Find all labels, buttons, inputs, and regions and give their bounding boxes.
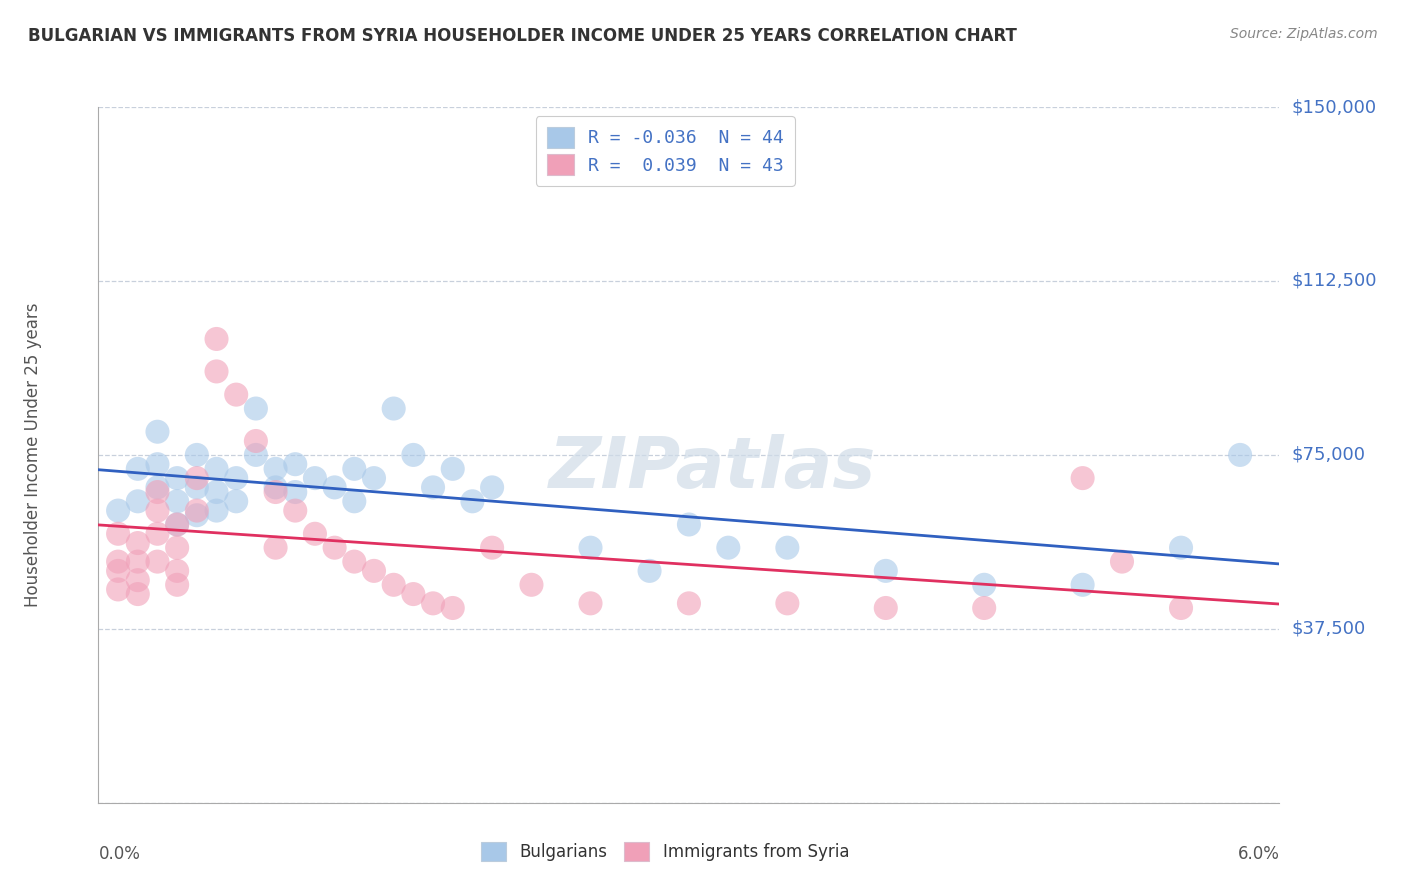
Text: ZIPatlas: ZIPatlas — [548, 434, 876, 503]
Point — [776, 596, 799, 610]
Point — [284, 485, 307, 500]
Point — [776, 541, 799, 555]
Point — [402, 587, 425, 601]
Point — [264, 485, 287, 500]
Point — [166, 517, 188, 532]
Point — [107, 555, 129, 569]
Point — [146, 526, 169, 541]
Point — [678, 517, 700, 532]
Point — [166, 541, 188, 555]
Point — [166, 494, 188, 508]
Point — [186, 448, 208, 462]
Point — [127, 555, 149, 569]
Point — [205, 503, 228, 517]
Point — [225, 494, 247, 508]
Point — [166, 517, 188, 532]
Point — [441, 462, 464, 476]
Point — [107, 564, 129, 578]
Point — [520, 578, 543, 592]
Point — [146, 503, 169, 517]
Point — [186, 471, 208, 485]
Text: $37,500: $37,500 — [1291, 620, 1365, 638]
Point — [1170, 541, 1192, 555]
Text: Householder Income Under 25 years: Householder Income Under 25 years — [24, 302, 42, 607]
Point — [264, 462, 287, 476]
Point — [166, 578, 188, 592]
Point — [205, 462, 228, 476]
Point — [146, 480, 169, 494]
Point — [284, 503, 307, 517]
Point — [579, 596, 602, 610]
Point — [166, 471, 188, 485]
Point — [146, 485, 169, 500]
Text: 6.0%: 6.0% — [1237, 845, 1279, 863]
Point — [363, 564, 385, 578]
Point — [382, 578, 405, 592]
Point — [205, 364, 228, 378]
Point — [1071, 471, 1094, 485]
Point — [284, 457, 307, 471]
Legend: Bulgarians, Immigrants from Syria: Bulgarians, Immigrants from Syria — [471, 831, 859, 871]
Point — [304, 526, 326, 541]
Point — [166, 564, 188, 578]
Point — [107, 582, 129, 597]
Point — [402, 448, 425, 462]
Point — [127, 573, 149, 587]
Point — [441, 601, 464, 615]
Point — [127, 587, 149, 601]
Point — [186, 480, 208, 494]
Point — [1111, 555, 1133, 569]
Point — [343, 494, 366, 508]
Point — [264, 480, 287, 494]
Point — [225, 471, 247, 485]
Point — [186, 503, 208, 517]
Point — [343, 555, 366, 569]
Point — [1229, 448, 1251, 462]
Point — [264, 541, 287, 555]
Point — [245, 434, 267, 448]
Point — [343, 462, 366, 476]
Point — [205, 485, 228, 500]
Point — [127, 536, 149, 550]
Point — [363, 471, 385, 485]
Point — [717, 541, 740, 555]
Point — [638, 564, 661, 578]
Point — [107, 503, 129, 517]
Point — [186, 508, 208, 523]
Point — [579, 541, 602, 555]
Point — [107, 526, 129, 541]
Point — [382, 401, 405, 416]
Point — [1071, 578, 1094, 592]
Point — [422, 480, 444, 494]
Point — [875, 564, 897, 578]
Text: $112,500: $112,500 — [1291, 272, 1376, 290]
Text: 0.0%: 0.0% — [98, 845, 141, 863]
Point — [973, 578, 995, 592]
Point — [146, 425, 169, 439]
Point — [127, 462, 149, 476]
Point — [875, 601, 897, 615]
Point — [205, 332, 228, 346]
Text: BULGARIAN VS IMMIGRANTS FROM SYRIA HOUSEHOLDER INCOME UNDER 25 YEARS CORRELATION: BULGARIAN VS IMMIGRANTS FROM SYRIA HOUSE… — [28, 27, 1017, 45]
Point — [225, 387, 247, 401]
Text: $150,000: $150,000 — [1291, 98, 1376, 116]
Point — [422, 596, 444, 610]
Point — [127, 494, 149, 508]
Point — [245, 448, 267, 462]
Point — [1170, 601, 1192, 615]
Point — [678, 596, 700, 610]
Text: $75,000: $75,000 — [1291, 446, 1365, 464]
Point — [304, 471, 326, 485]
Point — [461, 494, 484, 508]
Point — [973, 601, 995, 615]
Point — [323, 480, 346, 494]
Point — [146, 555, 169, 569]
Point — [481, 480, 503, 494]
Point — [481, 541, 503, 555]
Text: Source: ZipAtlas.com: Source: ZipAtlas.com — [1230, 27, 1378, 41]
Point — [245, 401, 267, 416]
Point — [146, 457, 169, 471]
Point — [323, 541, 346, 555]
